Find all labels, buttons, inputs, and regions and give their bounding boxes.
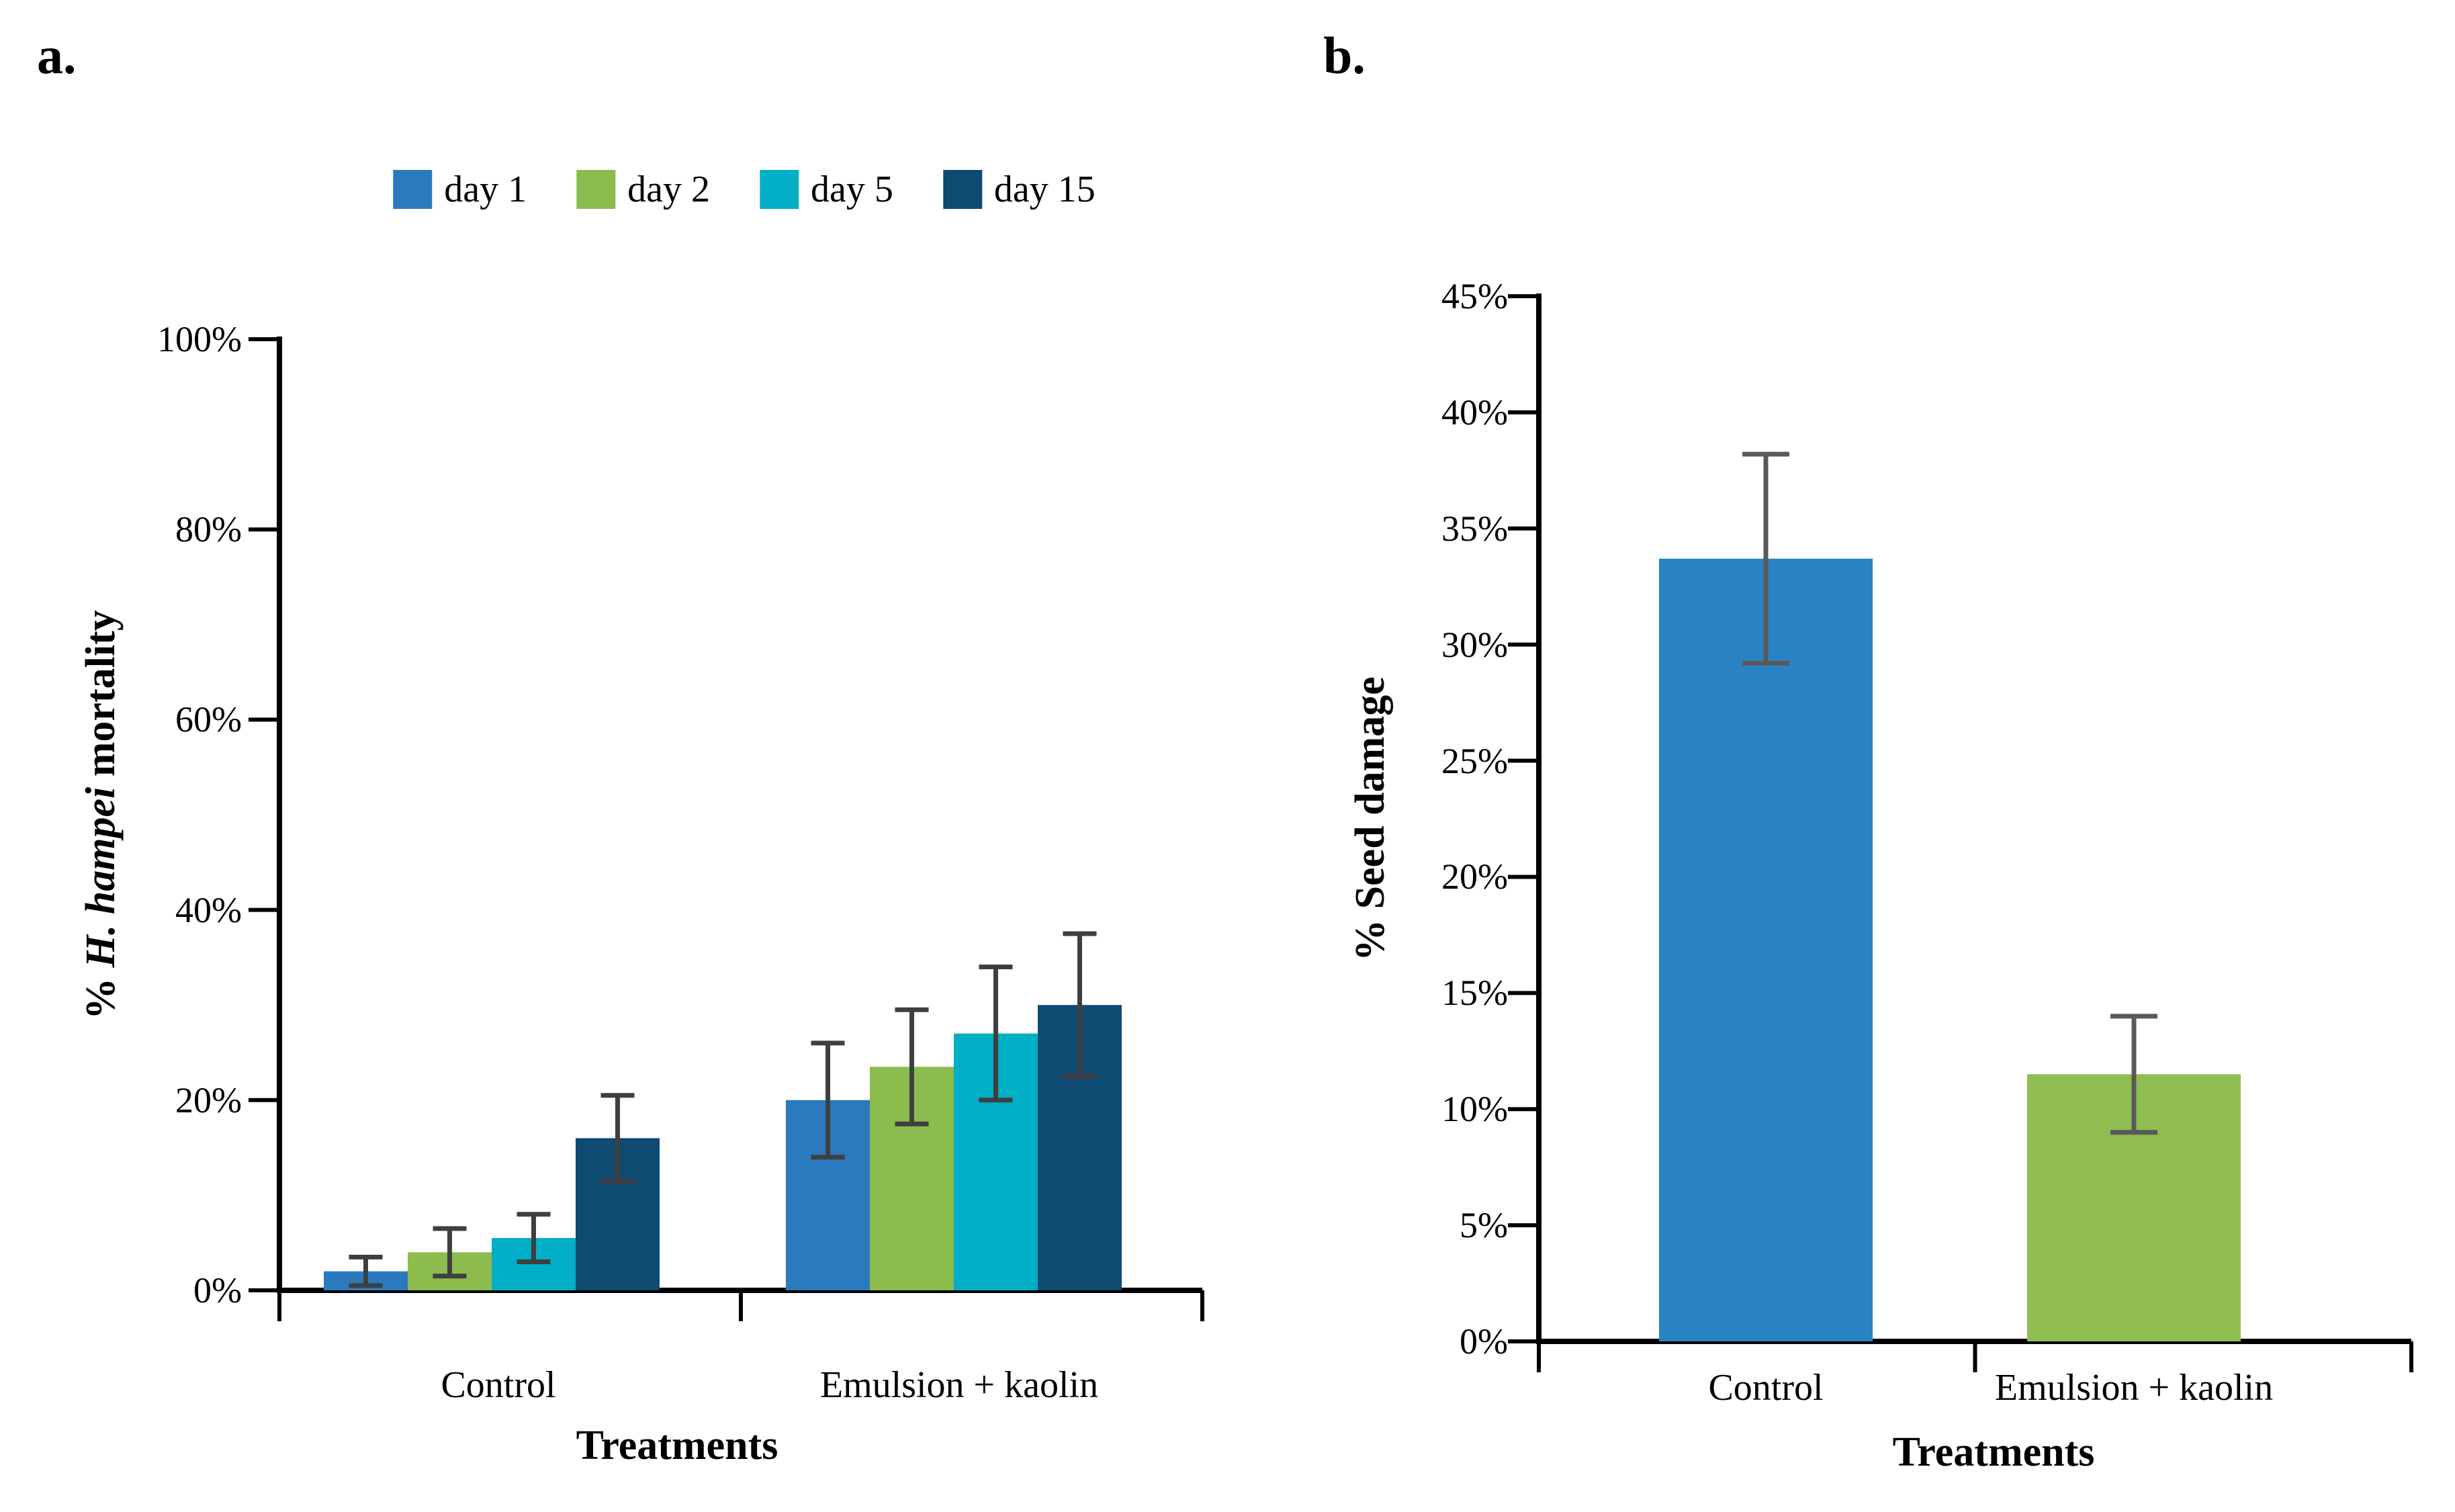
- x-axis-title-a: Treatments: [576, 1423, 778, 1468]
- legend-label-day-1: day 1: [444, 169, 527, 210]
- category-label-b-emulsion-kaolin: Emulsion + kaolin: [1994, 1367, 2274, 1409]
- y-tick-label-b-7: 35%: [1441, 508, 1508, 549]
- legend-item-day-2: day 2: [576, 170, 710, 209]
- y-axis-title-mortality: % H. hampei mortality: [73, 339, 129, 1290]
- y-tick-label-b-3: 15%: [1441, 973, 1508, 1014]
- y-axis-title-seed-damage: % Seed damage: [1347, 676, 1393, 961]
- x-axis-title-b: Treatments: [1892, 1429, 2095, 1475]
- category-label-a-control: Control: [441, 1364, 556, 1406]
- panel-a-letter: a.: [37, 26, 77, 85]
- panel-b-letter: b.: [1323, 26, 1366, 85]
- legend-item-day-15: day 15: [942, 169, 1096, 210]
- bar-b-Control: [1659, 558, 1873, 1341]
- legend-label-day-2: day 2: [627, 169, 710, 210]
- y-tick-label-b-9: 45%: [1441, 276, 1508, 316]
- legend-label-day-5: day 5: [811, 169, 893, 210]
- y-tick-label-b-0: 0%: [1460, 1321, 1508, 1362]
- y-tick-label-b-6: 30%: [1441, 624, 1508, 665]
- y-tick-label-a-4: 80%: [175, 509, 242, 550]
- y-axis-title-part-percent: %: [78, 967, 124, 1020]
- y-tick-label-b-8: 40%: [1441, 392, 1508, 433]
- category-label-b-control: Control: [1708, 1367, 1824, 1409]
- legend-label-day-15: day 15: [993, 169, 1096, 210]
- y-tick-label-b-2: 10%: [1441, 1089, 1508, 1130]
- y-tick-label-b-1: 5%: [1460, 1205, 1508, 1246]
- y-tick-label-b-5: 25%: [1441, 740, 1508, 781]
- legend: day 1 day 2 day 5 day 15: [393, 169, 1096, 210]
- y-tick-label-b-4: 20%: [1441, 856, 1508, 897]
- legend-item-day-1: day 1: [393, 170, 527, 209]
- legend-item-day-5: day 5: [760, 170, 893, 209]
- legend-swatch-day-5-icon: [760, 170, 799, 209]
- legend-swatch-day-2-icon: [576, 170, 616, 209]
- y-tick-label-a-0: 0%: [193, 1270, 242, 1310]
- y-axis-title-part-species: H. hampei: [78, 787, 124, 968]
- legend-swatch-day-15-icon: [942, 170, 982, 209]
- legend-swatch-day-1-icon: [393, 170, 433, 209]
- category-label-a-emulsion-kaolin: Emulsion + kaolin: [819, 1364, 1099, 1406]
- y-tick-label-a-2: 40%: [175, 889, 242, 930]
- y-tick-label-a-1: 20%: [175, 1079, 242, 1120]
- y-tick-label-a-3: 60%: [175, 699, 242, 740]
- y-tick-label-a-5: 100%: [157, 319, 242, 359]
